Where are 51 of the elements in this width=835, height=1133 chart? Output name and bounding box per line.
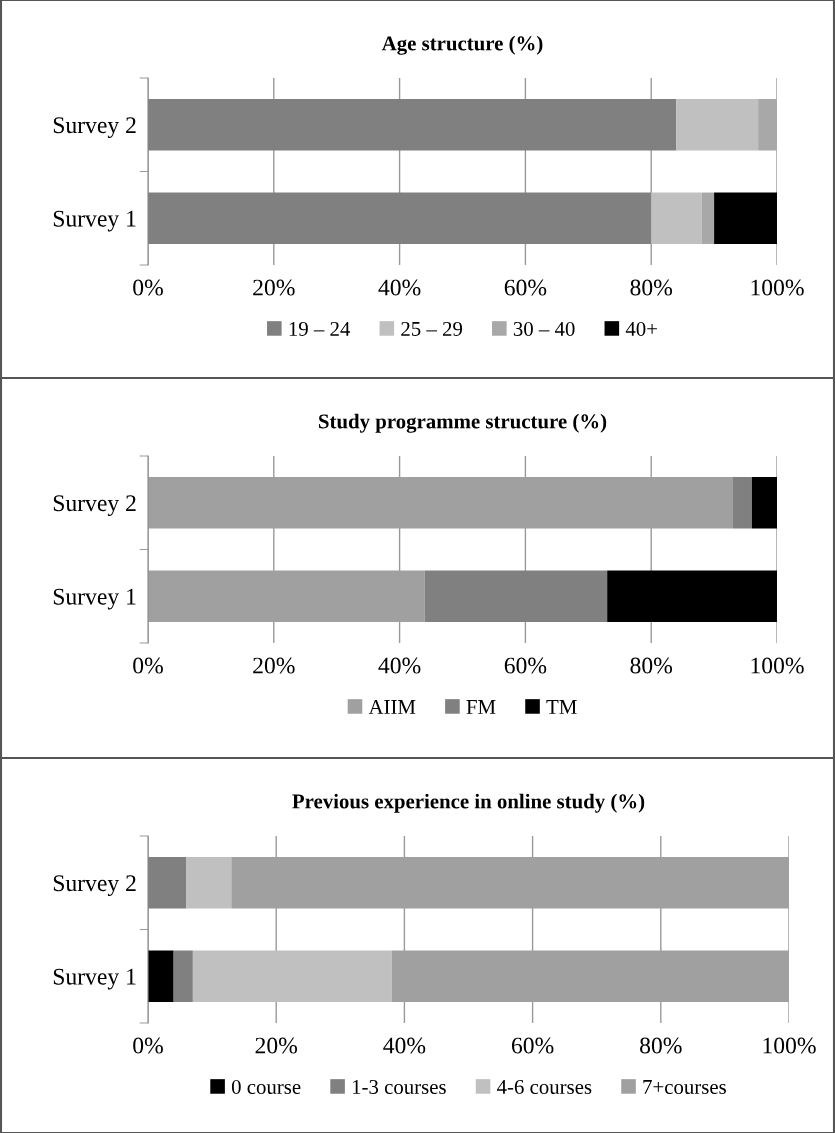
legend-label: 25 – 29 — [401, 321, 463, 336]
bar — [732, 477, 752, 529]
x-tick-label: 40% — [383, 1037, 426, 1054]
legend-label: 40+ — [625, 321, 657, 336]
legend-label: 30 – 40 — [513, 321, 575, 336]
y-tick-label: Survey 2 — [53, 875, 136, 896]
x-tick-label: 100% — [763, 1037, 816, 1054]
legend-label: 7+courses — [643, 1080, 726, 1094]
legend-label: AIIM — [368, 699, 416, 714]
chart-title: Study programme structure (%) — [319, 413, 607, 433]
x-tick-label: 20% — [255, 1037, 298, 1054]
y-tick-label: Survey 1 — [53, 968, 136, 990]
legend-label: 0 course — [231, 1079, 301, 1094]
y-tick-label: Survey 2 — [53, 117, 136, 138]
bar — [651, 192, 702, 244]
bar — [148, 950, 174, 1002]
bar — [676, 99, 759, 151]
x-tick-label: 0% — [133, 279, 163, 296]
y-tick-label: Survey 1 — [53, 588, 136, 610]
x-tick-label: 20% — [253, 279, 295, 296]
chart-title: Previous experience in online study (%) — [292, 793, 645, 813]
legend-label: FM — [466, 700, 496, 714]
x-tick-label: 100% — [751, 279, 804, 296]
x-tick-label: 80% — [630, 279, 673, 296]
bar — [607, 570, 777, 622]
bar — [173, 950, 193, 1002]
x-tick-label: 60% — [504, 279, 547, 296]
bar — [751, 477, 777, 529]
bar — [758, 99, 777, 151]
bar — [424, 570, 608, 622]
x-tick-label: 80% — [630, 657, 673, 674]
legend-label: 4-6 courses — [497, 1079, 592, 1094]
x-tick-label: 80% — [640, 1037, 682, 1054]
bar — [186, 857, 232, 909]
bar — [701, 192, 715, 244]
x-tick-label: 100% — [751, 657, 804, 674]
x-tick-label: 40% — [378, 279, 421, 296]
x-tick-label: 0% — [133, 657, 163, 674]
bar — [192, 950, 392, 1002]
x-tick-label: 60% — [511, 1037, 554, 1054]
x-tick-label: 60% — [504, 657, 547, 674]
x-tick-label: 0% — [133, 1037, 163, 1054]
y-tick-label: Survey 2 — [53, 495, 136, 516]
x-tick-label: 40% — [378, 657, 421, 674]
bar — [714, 192, 777, 244]
y-tick-label: Survey 1 — [53, 210, 136, 232]
legend-label: TM — [546, 700, 577, 714]
legend-label: 1-3 courses — [352, 1079, 446, 1094]
chart-title: Age structure (%) — [381, 35, 543, 55]
legend-label: 19 – 24 — [289, 321, 351, 336]
x-tick-label: 20% — [253, 657, 295, 674]
